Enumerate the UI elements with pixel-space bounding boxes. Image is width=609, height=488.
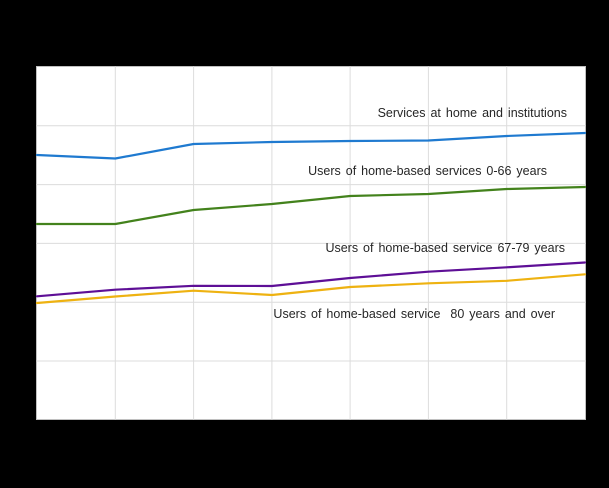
line-series-0: [35, 131, 587, 160]
series-label-users-0-66-years: Users of home-based services 0-66 years: [308, 164, 547, 178]
series-label-services-at-home-and-institutions: Services at home and institutions: [377, 106, 567, 120]
line-series-1: [35, 185, 587, 226]
line-series-2: [35, 261, 587, 298]
series-label-users-80-years-and-over: Users of home-based service 80 years and…: [273, 307, 555, 321]
line-series-3: [35, 273, 587, 305]
series-label-users-67-79-years: Users of home-based service 67-79 years: [325, 241, 565, 255]
